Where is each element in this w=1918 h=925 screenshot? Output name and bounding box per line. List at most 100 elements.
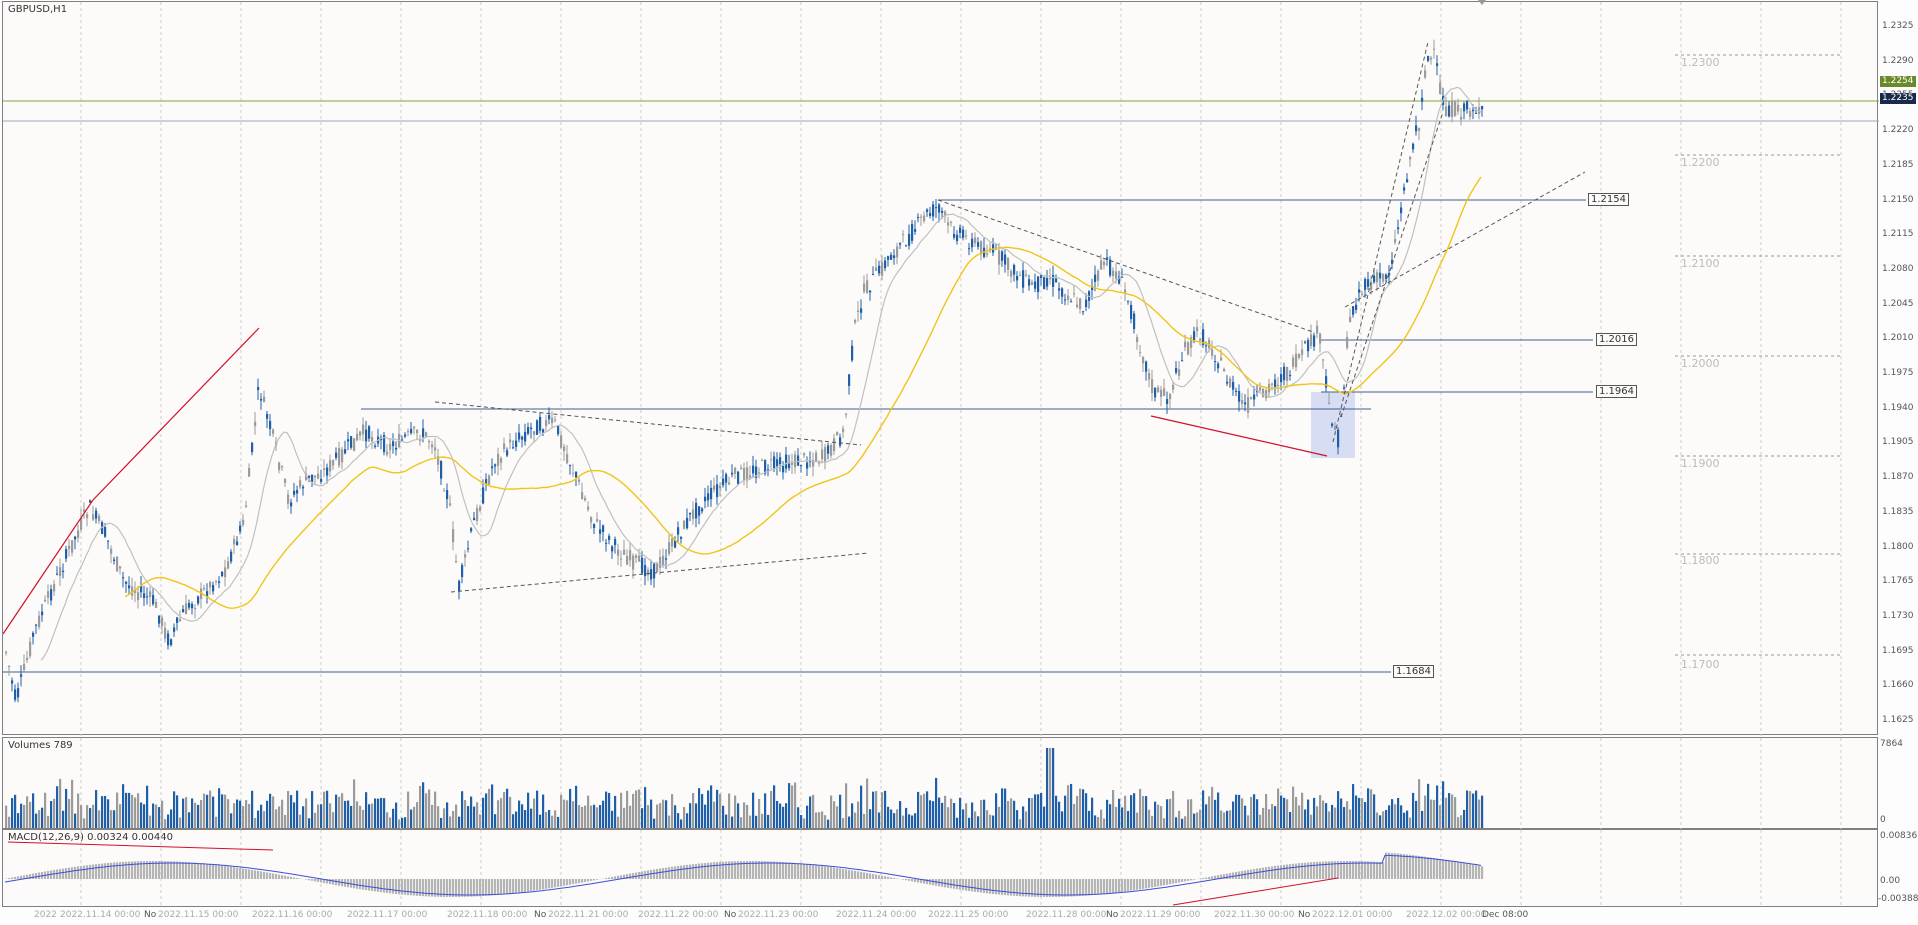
- price-axis[interactable]: 1.23251.22901.22551.22201.21851.21501.21…: [1878, 1, 1918, 735]
- level-label-4[interactable]: 1.1684: [1393, 665, 1434, 678]
- macd-bar: [1415, 855, 1418, 879]
- price-chart-pane[interactable]: GBPUSD,H1 1.2154 1.2016 1.1964 1.1684 1.…: [2, 1, 1879, 736]
- candle-body: [887, 256, 890, 260]
- macd-pane[interactable]: MACD(12,26,9) 0.00324 0.00440: [2, 829, 1878, 908]
- macd-bar: [1430, 857, 1433, 879]
- volume-bar: [587, 795, 590, 828]
- macd-bar: [209, 864, 212, 879]
- level-label-2[interactable]: 1.2016: [1596, 333, 1637, 346]
- macd-bar: [251, 869, 254, 879]
- candle-body: [854, 320, 857, 323]
- volume-bar: [893, 813, 896, 828]
- macd-bar: [485, 879, 488, 896]
- chart-shift-marker[interactable]: [1478, 0, 1486, 5]
- candle-body: [1202, 329, 1205, 346]
- volume-bar: [926, 791, 929, 828]
- volumes-pane[interactable]: Volumes 789: [2, 737, 1878, 830]
- candle-body: [722, 478, 725, 486]
- macd-bar: [164, 861, 167, 879]
- candle-body: [761, 460, 764, 462]
- macd-bar: [32, 873, 35, 879]
- macd-bar: [545, 879, 548, 889]
- volume-bar: [968, 817, 971, 828]
- volume-bar: [557, 816, 560, 828]
- macd-bar: [797, 863, 800, 879]
- macd-bar: [878, 875, 881, 879]
- macd-bar: [269, 872, 272, 879]
- volume-bar: [410, 809, 413, 828]
- macd-bar: [749, 861, 752, 879]
- macd-bar: [1151, 879, 1154, 888]
- volume-bar: [401, 817, 404, 828]
- candle-body: [632, 555, 635, 570]
- candle-body: [1154, 388, 1157, 398]
- volume-bar: [29, 801, 32, 828]
- price-chart-canvas[interactable]: [3, 2, 1879, 736]
- time-label-21: Dec 08:00: [1482, 910, 1529, 920]
- volume-bar: [1109, 804, 1112, 828]
- volume-bar: [1166, 799, 1169, 828]
- macd-bar: [374, 879, 377, 892]
- candle-body: [476, 508, 479, 522]
- time-label-13: 2022.11.25 00:00: [928, 910, 1009, 920]
- volume-bar: [23, 804, 26, 828]
- volume-bar: [269, 793, 272, 828]
- volume-bar: [1121, 807, 1124, 828]
- candle-body: [920, 216, 923, 218]
- time-axis[interactable]: 2022 2022.11.14 00:00 No 2022.11.15 00:0…: [2, 907, 1878, 925]
- volume-bar: [728, 793, 731, 828]
- candle-body: [1100, 260, 1103, 270]
- macd-bar: [662, 868, 665, 879]
- volume-bar: [731, 816, 734, 828]
- candle-body: [263, 396, 266, 402]
- macd-bar: [203, 863, 206, 879]
- volume-bar: [518, 800, 521, 828]
- volume-bar: [296, 790, 299, 828]
- macd-bar: [407, 879, 410, 896]
- volume-bar: [1007, 801, 1010, 828]
- volume-bar: [1265, 794, 1268, 828]
- candle-body: [1289, 374, 1292, 377]
- macd-bar: [983, 879, 986, 893]
- candle-body: [149, 591, 152, 597]
- macd-bar: [290, 876, 293, 879]
- macd-bar: [404, 879, 407, 895]
- candle-body: [71, 540, 74, 553]
- macd-bar: [1265, 867, 1268, 879]
- macd-bar: [245, 868, 248, 879]
- candle-body: [773, 456, 776, 469]
- macd-bar: [371, 879, 374, 892]
- volume-bar: [1214, 799, 1217, 828]
- macd-bar: [1007, 879, 1010, 896]
- macd-bar: [1220, 874, 1223, 879]
- volume-bar: [632, 793, 635, 828]
- volume-bar: [509, 796, 512, 828]
- candle-body: [1250, 397, 1253, 400]
- volume-bar: [395, 802, 398, 828]
- macd-bar: [1121, 879, 1124, 892]
- macd-bar: [1208, 876, 1211, 879]
- level-label-1[interactable]: 1.2154: [1588, 193, 1629, 206]
- macd-bar: [35, 873, 38, 879]
- level-label-3[interactable]: 1.1964: [1596, 385, 1637, 398]
- macd-bar: [266, 872, 269, 879]
- macd-bar: [1352, 861, 1355, 879]
- macd-bar: [284, 875, 287, 879]
- volume-bar: [161, 800, 164, 828]
- macd-bar: [332, 879, 335, 885]
- candle-body: [1208, 339, 1211, 349]
- macd-bar: [872, 874, 875, 879]
- macd-title: MACD(12,26,9) 0.00324 0.00440: [8, 832, 174, 843]
- macd-bar: [845, 869, 848, 879]
- macd-bar: [701, 863, 704, 879]
- volume-bar: [1331, 804, 1334, 828]
- candle-body: [470, 528, 473, 532]
- volume-bar: [425, 793, 428, 828]
- volume-bar: [1451, 794, 1454, 828]
- volume-bar: [635, 790, 638, 828]
- volume-bar: [641, 808, 644, 828]
- macd-bar: [1280, 865, 1283, 879]
- macd-bar: [677, 865, 680, 879]
- macd-bar: [1046, 879, 1049, 897]
- macd-bar: [1229, 873, 1232, 879]
